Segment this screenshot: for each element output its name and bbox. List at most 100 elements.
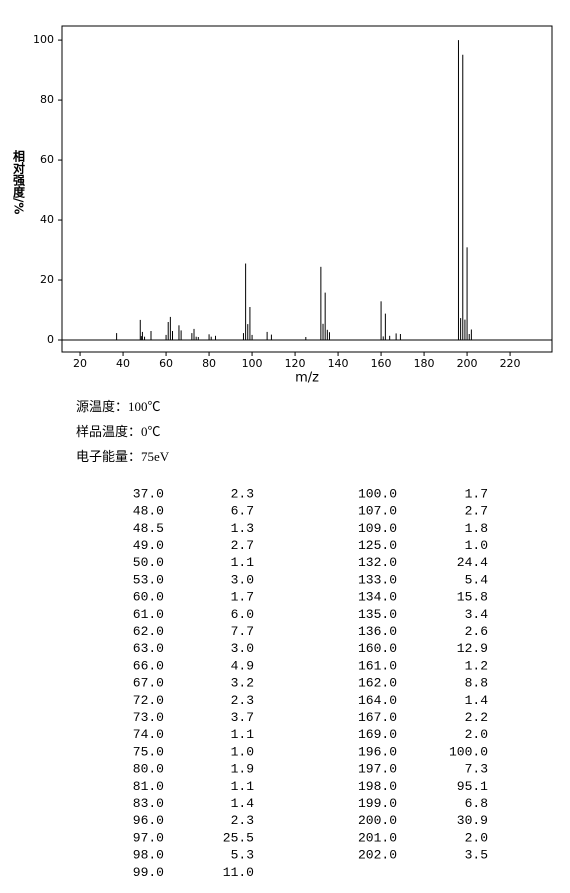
table-mz: 160.0 xyxy=(358,641,397,656)
table-intensity: 1.1 xyxy=(231,727,255,742)
table-mz: 53.0 xyxy=(133,572,164,587)
table-intensity: 2.3 xyxy=(231,813,254,828)
table-intensity: 1.4 xyxy=(231,796,255,811)
table-mz: 198.0 xyxy=(358,779,397,794)
table-intensity: 6.8 xyxy=(465,796,488,811)
table-mz: 67.0 xyxy=(133,676,164,691)
table-intensity: 2.2 xyxy=(465,710,488,725)
note: 源温度：100℃ xyxy=(76,399,161,414)
table-mz: 135.0 xyxy=(358,607,397,622)
y-tick-label: 0 xyxy=(47,333,54,346)
table-mz: 49.0 xyxy=(133,538,164,553)
table-mz: 109.0 xyxy=(358,521,397,536)
table-intensity: 1.4 xyxy=(465,693,489,708)
table-mz: 96.0 xyxy=(133,813,164,828)
table-mz: 37.0 xyxy=(133,486,164,501)
table-intensity: 1.8 xyxy=(465,521,488,536)
plot-frame xyxy=(61,25,553,353)
table-mz: 125.0 xyxy=(358,538,397,553)
y-tick-label: 100 xyxy=(33,33,54,46)
y-tick-label: 20 xyxy=(40,273,54,286)
table-intensity: 12.9 xyxy=(457,641,488,656)
table-intensity: 2.3 xyxy=(231,693,254,708)
table-mz: 80.0 xyxy=(133,762,164,777)
table-mz: 61.0 xyxy=(133,607,164,622)
note: 样品温度：0℃ xyxy=(76,424,161,439)
table-mz: 75.0 xyxy=(133,744,164,759)
table-intensity: 2.7 xyxy=(231,538,254,553)
table-mz: 164.0 xyxy=(358,693,397,708)
table-mz: 98.0 xyxy=(133,848,164,863)
table-intensity: 8.8 xyxy=(465,676,488,691)
table-intensity: 7.7 xyxy=(231,624,254,639)
y-tick-label: 80 xyxy=(40,93,54,106)
table-intensity: 1.7 xyxy=(231,590,254,605)
x-tick-label: 20 xyxy=(73,357,87,370)
table-intensity: 1.3 xyxy=(231,521,254,536)
y-axis-label: 相对强度/% xyxy=(12,149,26,215)
table-mz: 60.0 xyxy=(133,590,164,605)
x-tick-label: 160 xyxy=(371,357,392,370)
table-intensity: 15.8 xyxy=(457,590,488,605)
x-tick-label: 180 xyxy=(414,357,435,370)
x-tick-label: 200 xyxy=(457,357,478,370)
table-intensity: 24.4 xyxy=(457,555,488,570)
table-intensity: 1.1 xyxy=(231,555,255,570)
x-tick-label: 100 xyxy=(242,357,263,370)
table-intensity: 1.9 xyxy=(231,762,254,777)
table-intensity: 2.3 xyxy=(231,486,254,501)
table-intensity: 2.0 xyxy=(465,727,488,742)
table-mz: 99.0 xyxy=(133,865,164,880)
note: 电子能量：75eV xyxy=(76,449,170,464)
table-intensity: 2.7 xyxy=(465,504,488,519)
table-mz: 66.0 xyxy=(133,658,164,673)
table-mz: 48.5 xyxy=(133,521,164,536)
table-mz: 81.0 xyxy=(133,779,164,794)
table-intensity: 25.5 xyxy=(223,830,254,845)
table-mz: 72.0 xyxy=(133,693,164,708)
table-intensity: 30.9 xyxy=(457,813,488,828)
x-tick-label: 120 xyxy=(285,357,306,370)
table-mz: 196.0 xyxy=(358,744,397,759)
table-intensity: 100.0 xyxy=(449,744,488,759)
table-mz: 200.0 xyxy=(358,813,397,828)
table-mz: 62.0 xyxy=(133,624,164,639)
table-mz: 50.0 xyxy=(133,555,164,570)
table-mz: 48.0 xyxy=(133,504,164,519)
table-intensity: 1.7 xyxy=(465,486,488,501)
table-mz: 199.0 xyxy=(358,796,397,811)
table-mz: 169.0 xyxy=(358,727,397,742)
table-mz: 132.0 xyxy=(358,555,397,570)
table-intensity: 1.0 xyxy=(465,538,488,553)
table-intensity: 1.0 xyxy=(231,744,254,759)
x-tick-label: 140 xyxy=(328,357,349,370)
table-mz: 197.0 xyxy=(358,762,397,777)
table-mz: 97.0 xyxy=(133,830,164,845)
x-tick-label: 60 xyxy=(159,357,173,370)
table-mz: 136.0 xyxy=(358,624,397,639)
table-mz: 202.0 xyxy=(358,848,397,863)
table-mz: 162.0 xyxy=(358,676,397,691)
table-intensity: 1.2 xyxy=(465,658,488,673)
x-tick-label: 220 xyxy=(500,357,521,370)
table-intensity: 5.4 xyxy=(465,572,489,587)
table-intensity: 3.0 xyxy=(231,641,254,656)
table-intensity: 3.4 xyxy=(465,607,489,622)
x-tick-label: 80 xyxy=(202,357,216,370)
table-intensity: 3.7 xyxy=(231,710,254,725)
y-tick-label: 60 xyxy=(40,153,54,166)
table-mz: 83.0 xyxy=(133,796,164,811)
table-mz: 107.0 xyxy=(358,504,397,519)
x-tick-label: 40 xyxy=(116,357,130,370)
table-intensity: 3.5 xyxy=(465,848,488,863)
table-intensity: 2.6 xyxy=(465,624,488,639)
table-intensity: 11.0 xyxy=(223,865,254,880)
table-intensity: 5.3 xyxy=(231,848,254,863)
table-mz: 100.0 xyxy=(358,486,397,501)
table-intensity: 3.2 xyxy=(231,676,254,691)
x-axis-label: m/z xyxy=(295,371,319,386)
table-intensity: 7.3 xyxy=(465,762,488,777)
table-intensity: 1.1 xyxy=(231,779,255,794)
table-intensity: 3.0 xyxy=(231,572,254,587)
